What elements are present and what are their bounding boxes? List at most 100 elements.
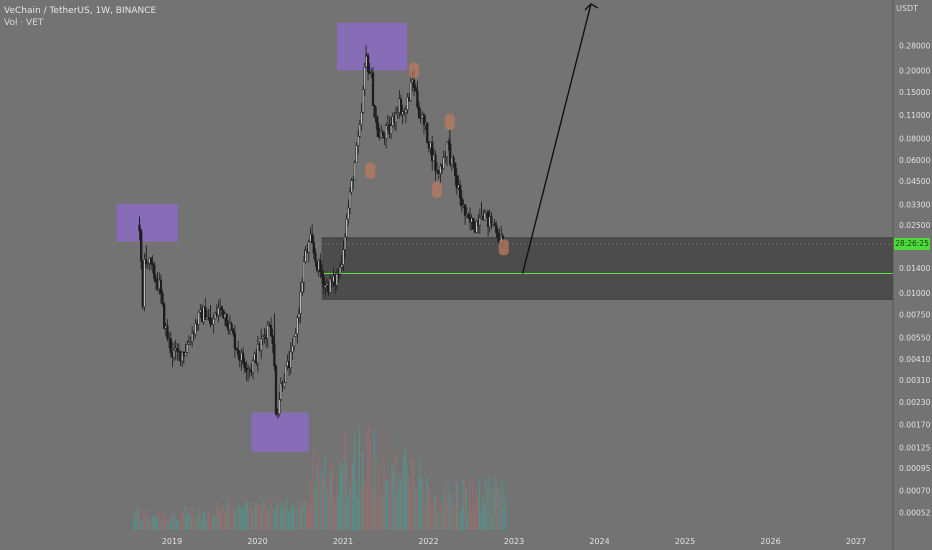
price-tick-label: 0.08000 [899,134,931,143]
volume-bar [210,519,213,530]
volume-bar [248,508,250,530]
volume-bar [136,508,139,530]
volume-bar [324,456,326,530]
volume-bar [355,481,357,530]
candle-body [194,323,197,335]
volume-bar [370,442,372,530]
candle-body [467,213,470,218]
volume-bar [141,520,143,530]
volume-bar [373,430,375,530]
volume-bar [158,511,160,530]
forecast-arrow-head [584,3,599,11]
candle-body [204,306,207,320]
price-tick-label: 0.00052 [899,509,931,518]
candle-body [416,90,419,108]
volume-bar [386,480,388,530]
volume-bar [154,516,157,530]
volume-bar [143,508,145,530]
volume-bar [146,517,148,530]
volume-bar [309,481,311,530]
candle-body [347,207,350,220]
volume-bar [204,512,206,530]
candle-body [422,114,426,125]
candle-body [384,125,388,139]
price-tick-label: 0.00170 [899,421,931,430]
candle-body [233,333,237,349]
price-tick-label: 0.00410 [899,355,931,364]
price-tick-label: 0.00550 [899,333,931,342]
volume-bar [411,454,413,530]
volume-bar [283,503,285,530]
volume-bar [278,501,280,530]
forecast-arrow [521,3,592,274]
volume-bar [396,492,398,530]
volume-bar [408,474,410,530]
candle-body [207,316,210,320]
volume-bar [246,502,249,530]
volume-bar [385,480,387,530]
volume-bar [179,513,181,530]
highlight-box-3 [337,22,408,71]
volume-bar [332,460,334,530]
volume-bar [482,495,484,530]
volume-label[interactable]: Vol · VET [4,18,44,28]
candle-body [241,352,245,363]
volume-bar [473,505,476,530]
volume-bar [365,484,367,530]
candle-body [271,335,274,345]
volume-bar [286,499,288,530]
volume-bar [250,501,252,530]
current-price-tag: 28:26:25 [894,238,930,250]
volume-bar [480,510,482,530]
candle-body [439,165,442,174]
candle-body [189,341,192,343]
volume-bar [432,499,434,530]
volume-bar [256,503,259,530]
volume-bar [390,473,392,530]
candle-body [140,230,143,262]
candle-body [230,323,233,330]
price-tick-label: 0.01400 [899,264,931,273]
volume-bar [363,476,365,530]
candle-body [213,312,217,320]
volume-bar [289,507,291,530]
volume-bar [368,422,370,530]
candle-body [366,55,370,73]
volume-bar [414,488,416,530]
candle-body [445,141,449,157]
candle-body [447,141,450,145]
candle-body [412,79,416,88]
candle-body [151,262,154,266]
candle-body [483,212,486,221]
volume-bar [437,514,439,530]
volume-bar [376,498,379,530]
volume-bar [330,470,333,530]
volume-bar [406,467,408,530]
candle-body [212,318,215,325]
volume-bar [258,505,260,530]
volume-bar [371,488,374,530]
volume-bar [360,487,362,530]
candle-body [181,352,184,362]
volume-bar [475,491,477,530]
price-tick-label: 0.03300 [899,200,931,209]
symbol-label[interactable]: VeChain / TetherUS, 1W, BINANCE [4,6,157,16]
volume-bar [417,478,420,530]
pivot-marker-4 [444,113,455,130]
pivot-marker-2 [408,62,419,79]
volume-bar [424,504,426,530]
candle-body [442,157,445,170]
price-axis-unit[interactable]: USDT [896,4,918,13]
candle-body [220,305,223,311]
volume-bar [161,511,163,530]
candle-body [251,360,255,373]
candle-body [246,369,250,372]
volume-bar [153,515,155,530]
volume-bar [501,479,504,530]
candle-body [243,361,246,369]
candle-body [444,156,447,159]
candle-body [358,124,361,137]
candle-body [394,113,398,123]
volume-bar [253,505,255,530]
